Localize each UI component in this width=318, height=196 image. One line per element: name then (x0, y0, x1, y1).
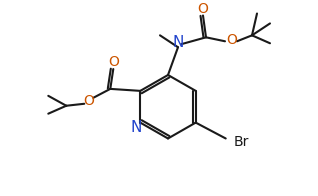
Text: O: O (226, 33, 238, 47)
Text: N: N (172, 35, 184, 50)
Text: Br: Br (234, 135, 249, 149)
Text: O: O (197, 2, 208, 15)
Text: O: O (83, 94, 94, 108)
Text: N: N (131, 120, 142, 135)
Text: O: O (108, 55, 119, 69)
